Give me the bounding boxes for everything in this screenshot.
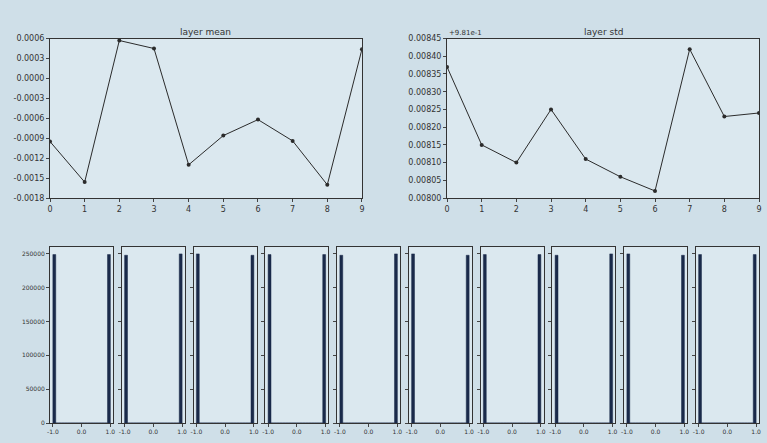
svg-text:0.0: 0.0 bbox=[220, 428, 230, 435]
svg-text:0.00830: 0.00830 bbox=[408, 88, 441, 97]
svg-text:0: 0 bbox=[41, 419, 45, 426]
svg-text:5: 5 bbox=[221, 205, 226, 214]
svg-text:-1.0: -1.0 bbox=[621, 428, 633, 435]
svg-text:1.0: 1.0 bbox=[751, 428, 761, 435]
svg-text:3: 3 bbox=[151, 205, 156, 214]
svg-text:0.00810: 0.00810 bbox=[408, 158, 441, 167]
svg-text:-1.0: -1.0 bbox=[191, 428, 203, 435]
svg-text:4: 4 bbox=[186, 205, 191, 214]
svg-text:layer mean: layer mean bbox=[180, 27, 231, 37]
svg-text:200000: 200000 bbox=[22, 284, 45, 291]
svg-text:1.0: 1.0 bbox=[608, 428, 618, 435]
svg-text:1.0: 1.0 bbox=[249, 428, 259, 435]
svg-text:-0.0015: -0.0015 bbox=[14, 174, 45, 183]
svg-text:-0.0003: -0.0003 bbox=[14, 94, 45, 103]
svg-text:0.00825: 0.00825 bbox=[408, 105, 441, 114]
svg-text:8: 8 bbox=[722, 205, 727, 214]
svg-text:1.0: 1.0 bbox=[536, 428, 546, 435]
svg-text:-1.0: -1.0 bbox=[262, 428, 274, 435]
svg-text:+9.81e-1: +9.81e-1 bbox=[449, 29, 482, 37]
svg-text:0.00820: 0.00820 bbox=[408, 123, 441, 132]
svg-text:0.0: 0.0 bbox=[292, 428, 302, 435]
svg-text:2: 2 bbox=[514, 205, 519, 214]
svg-text:0.0003: 0.0003 bbox=[16, 54, 44, 63]
svg-text:0.0: 0.0 bbox=[436, 428, 446, 435]
svg-text:-1.0: -1.0 bbox=[478, 428, 490, 435]
svg-text:0.00835: 0.00835 bbox=[408, 70, 441, 79]
svg-text:4: 4 bbox=[583, 205, 588, 214]
svg-text:0.00805: 0.00805 bbox=[408, 176, 441, 185]
svg-text:0.0000: 0.0000 bbox=[16, 74, 44, 83]
svg-text:0.0006: 0.0006 bbox=[16, 34, 44, 43]
svg-text:1.0: 1.0 bbox=[680, 428, 690, 435]
svg-text:-1.0: -1.0 bbox=[47, 428, 59, 435]
svg-text:9: 9 bbox=[756, 205, 761, 214]
svg-text:-0.0006: -0.0006 bbox=[14, 114, 45, 123]
svg-text:0.00800: 0.00800 bbox=[408, 194, 441, 203]
svg-text:-1.0: -1.0 bbox=[406, 428, 418, 435]
svg-text:7: 7 bbox=[687, 205, 692, 214]
svg-text:1.0: 1.0 bbox=[106, 428, 116, 435]
svg-text:6: 6 bbox=[652, 205, 657, 214]
svg-text:-1.0: -1.0 bbox=[119, 428, 131, 435]
svg-text:8: 8 bbox=[325, 205, 330, 214]
svg-text:-1.0: -1.0 bbox=[693, 428, 705, 435]
svg-text:0.0: 0.0 bbox=[77, 428, 87, 435]
svg-text:3: 3 bbox=[548, 205, 553, 214]
svg-text:0.0: 0.0 bbox=[364, 428, 374, 435]
svg-text:-1.0: -1.0 bbox=[549, 428, 561, 435]
svg-text:1.0: 1.0 bbox=[393, 428, 403, 435]
svg-text:-0.0012: -0.0012 bbox=[14, 154, 45, 163]
svg-text:150000: 150000 bbox=[22, 318, 45, 325]
svg-text:0: 0 bbox=[444, 205, 449, 214]
svg-text:0.0: 0.0 bbox=[149, 428, 159, 435]
svg-text:0.0: 0.0 bbox=[507, 428, 517, 435]
svg-text:250000: 250000 bbox=[22, 250, 45, 257]
svg-text:0: 0 bbox=[47, 205, 52, 214]
svg-text:5: 5 bbox=[618, 205, 623, 214]
svg-text:0.0: 0.0 bbox=[723, 428, 733, 435]
svg-text:100000: 100000 bbox=[22, 351, 45, 358]
svg-text:50000: 50000 bbox=[26, 385, 45, 392]
svg-text:-0.0018: -0.0018 bbox=[14, 194, 45, 203]
svg-text:0.0: 0.0 bbox=[579, 428, 589, 435]
svg-text:-0.0009: -0.0009 bbox=[14, 134, 45, 143]
svg-text:0.00840: 0.00840 bbox=[408, 52, 441, 61]
svg-text:2: 2 bbox=[117, 205, 122, 214]
svg-text:1.0: 1.0 bbox=[177, 428, 187, 435]
svg-text:7: 7 bbox=[290, 205, 295, 214]
svg-text:1: 1 bbox=[479, 205, 484, 214]
svg-text:1.0: 1.0 bbox=[464, 428, 474, 435]
svg-text:9: 9 bbox=[359, 205, 364, 214]
svg-text:-1.0: -1.0 bbox=[334, 428, 346, 435]
svg-text:0.0: 0.0 bbox=[651, 428, 661, 435]
svg-text:0.00815: 0.00815 bbox=[408, 141, 441, 150]
svg-text:6: 6 bbox=[255, 205, 260, 214]
svg-text:0.00845: 0.00845 bbox=[408, 34, 441, 43]
svg-text:1.0: 1.0 bbox=[321, 428, 331, 435]
svg-text:layer std: layer std bbox=[584, 27, 623, 37]
svg-text:1: 1 bbox=[82, 205, 87, 214]
